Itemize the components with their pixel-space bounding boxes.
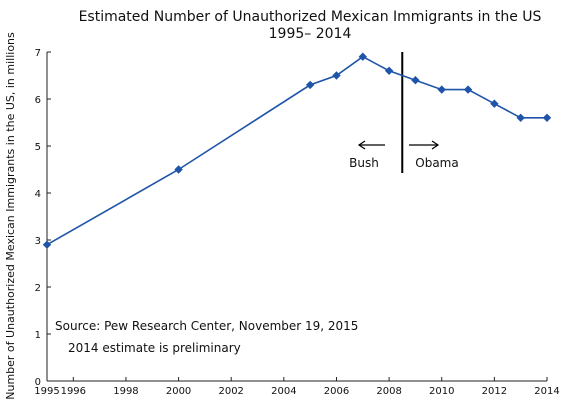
x-tick-label: 2000 (166, 386, 191, 397)
chart-title: Estimated Number of Unauthorized Mexican… (79, 9, 542, 25)
data-point (437, 85, 446, 94)
data-point (305, 80, 315, 90)
y-tick-label: 1 (35, 330, 41, 341)
x-tick-label: 2006 (324, 386, 349, 397)
y-ticks: 0 1 2 3 4 5 6 7 (35, 48, 51, 388)
x-tick-label: 1995 (34, 386, 59, 397)
chart-subtitle: 1995– 2014 (269, 26, 352, 42)
data-points (42, 52, 552, 249)
x-tick-label: 2008 (376, 386, 401, 397)
data-point (42, 240, 52, 249)
y-axis-label: Number of Unauthorized Mexican Immigrant… (4, 32, 17, 400)
data-point (332, 71, 341, 80)
preliminary-note: 2014 estimate is preliminary (68, 341, 241, 355)
y-tick-label: 0 (35, 377, 41, 388)
data-point (384, 66, 394, 75)
x-tick-label: 2012 (482, 386, 507, 397)
x-tick-label: 2010 (429, 386, 454, 397)
x-tick-label: 2002 (218, 386, 243, 397)
y-tick-label: 5 (35, 142, 41, 153)
source-note: Source: Pew Research Center, November 19… (55, 319, 358, 333)
data-point (490, 99, 499, 108)
data-point (358, 52, 367, 61)
y-tick-label: 6 (35, 95, 41, 106)
bush-arrow (357, 140, 385, 150)
y-tick-label: 3 (35, 236, 41, 247)
x-tick-label: 1996 (61, 386, 86, 397)
y-tick-label: 2 (35, 283, 41, 294)
x-ticks: 1995 1996 1998 2000 2002 2004 2006 2008 2010 2012… (34, 377, 560, 397)
data-point (463, 85, 473, 94)
x-tick-label: 2014 (534, 386, 559, 397)
y-tick-label: 7 (35, 48, 41, 59)
bush-label: Bush (349, 156, 379, 170)
data-point (174, 165, 183, 174)
series-line (46, 55, 547, 246)
x-tick-label: 1998 (113, 386, 138, 397)
data-point (542, 113, 552, 122)
data-point (516, 113, 525, 122)
y-tick-label: 4 (35, 189, 41, 200)
data-point (411, 76, 420, 85)
obama-label: Obama (415, 156, 458, 170)
x-tick-label: 2004 (271, 386, 296, 397)
obama-arrow (409, 140, 440, 150)
